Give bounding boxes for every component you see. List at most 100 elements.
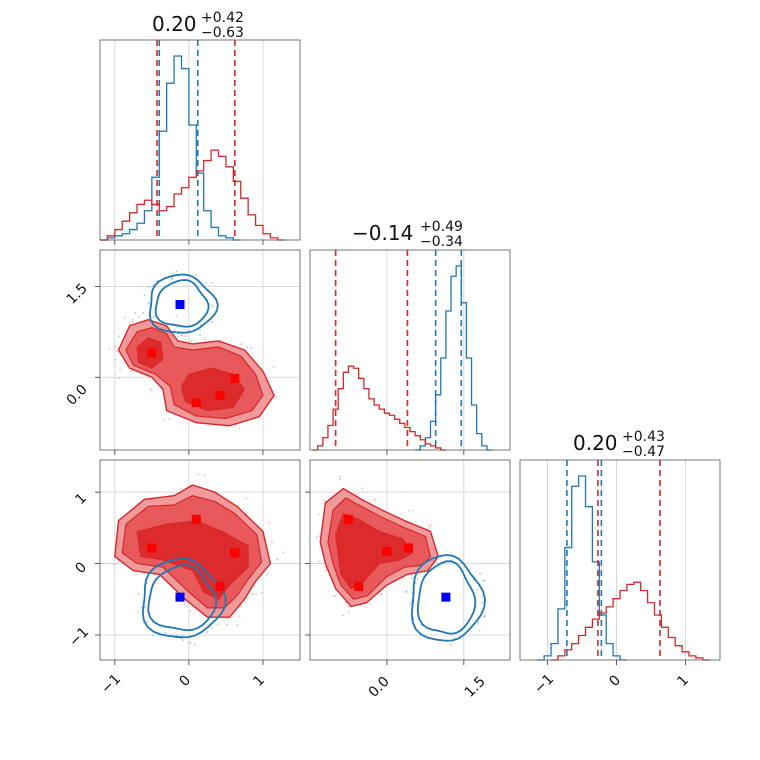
panel-frame	[309, 459, 511, 661]
panel-frame	[99, 459, 301, 661]
blue-sample-point	[141, 312, 144, 314]
tick-label-row1-y-0: 0.0	[64, 382, 91, 409]
red-sample-point	[364, 606, 367, 608]
panel-frame	[309, 249, 511, 451]
tick-label-col2-x-1: 0	[606, 672, 624, 690]
histogram-panel-3	[519, 459, 721, 665]
blue-marker	[175, 300, 185, 310]
blue-sample-point	[450, 644, 452, 647]
tick-label-col0-x-1: 0	[176, 672, 194, 690]
tick-label-col1-x-1: 1.5	[462, 674, 489, 701]
red-sample-point	[119, 368, 121, 371]
blue-sample-point	[435, 560, 438, 563]
red-sample-point	[183, 603, 185, 606]
red-sample-point	[167, 417, 170, 420]
blue-sample-point	[144, 605, 147, 608]
red-sample-point	[251, 593, 254, 595]
blue-sample-point	[195, 274, 197, 276]
red-sample-point	[203, 338, 206, 341]
histogram-panel-1	[99, 39, 301, 245]
svg-text:+0.42: +0.42	[201, 10, 244, 26]
blue-sample-point	[137, 592, 140, 595]
contour-panel-row2-col1	[95, 249, 301, 455]
red-sample-point	[146, 582, 149, 584]
blue-sample-point	[173, 633, 175, 636]
red-sample-point	[407, 510, 410, 512]
tick-label-col2-x-2: 1	[674, 672, 692, 690]
red-marker-2	[382, 546, 392, 556]
blue-sample-point	[484, 614, 487, 617]
red-sample-point	[240, 605, 243, 607]
red-sample-point	[317, 513, 320, 516]
red-sample-point	[131, 318, 134, 321]
red-sample-point	[189, 610, 192, 612]
red-sample-point	[118, 335, 121, 338]
red-marker-0	[147, 543, 157, 553]
red-sample-point	[197, 473, 200, 476]
blue-contour-ring-1	[410, 554, 486, 642]
title-3: 0.20 +0.43 −0.47	[573, 429, 665, 460]
blue-sample-point	[211, 282, 213, 284]
red-histogram-step	[312, 365, 446, 451]
blue-sample-point	[155, 280, 158, 283]
blue-sample-point	[153, 315, 155, 318]
blue-sample-point	[206, 631, 208, 633]
red-marker-0	[147, 348, 157, 358]
panel-background	[310, 250, 510, 450]
blue-sample-point	[176, 336, 179, 338]
red-sample-point	[347, 611, 350, 614]
blue-sample-point	[409, 603, 412, 606]
red-sample-point	[271, 541, 273, 543]
red-sample-point	[374, 498, 376, 501]
red-sample-point	[154, 581, 157, 584]
red-sample-point	[347, 605, 350, 608]
red-sample-point	[115, 350, 118, 352]
red-sample-point	[267, 572, 270, 575]
red-sample-point	[134, 312, 137, 314]
blue-sample-point	[410, 601, 412, 604]
svg-text:−0.47: −0.47	[622, 444, 665, 460]
svg-text:−0.14: −0.14	[352, 221, 413, 245]
blue-histogram-step	[537, 475, 627, 661]
blue-sample-point	[171, 277, 174, 280]
blue-sample-point	[416, 577, 419, 580]
blue-sample-point	[143, 294, 146, 296]
red-marker-2	[230, 548, 240, 558]
tick-label-row2-y-1: 0	[72, 559, 90, 577]
red-sample-point	[250, 347, 253, 349]
red-sample-point	[318, 560, 320, 563]
blue-histogram-step	[100, 55, 241, 241]
red-sample-point	[361, 487, 364, 490]
svg-text:0.20: 0.20	[573, 431, 618, 455]
red-marker-1	[191, 398, 201, 408]
blue-sample-point	[189, 642, 192, 644]
red-sample-point	[238, 427, 241, 430]
red-histogram-step	[100, 149, 286, 241]
red-sample-point	[246, 597, 249, 599]
red-sample-point	[186, 605, 189, 608]
svg-text:+0.43: +0.43	[622, 429, 665, 445]
blue-sample-point	[185, 335, 187, 338]
blue-sample-point	[152, 284, 154, 286]
blue-sample-point	[481, 602, 484, 604]
blue-sample-point	[199, 323, 202, 326]
panel-background	[100, 40, 300, 240]
red-sample-point	[428, 526, 431, 529]
blue-sample-point	[151, 634, 154, 637]
red-marker-3	[230, 373, 240, 383]
red-sample-point	[265, 574, 268, 577]
blue-sample-point	[180, 334, 183, 337]
blue-sample-point	[146, 621, 149, 623]
red-sample-point	[175, 314, 178, 317]
red-sample-point	[323, 565, 326, 568]
red-sample-point	[355, 493, 358, 496]
red-sample-point	[216, 623, 219, 626]
red-marker-1	[191, 514, 201, 524]
red-histogram-step	[551, 581, 710, 661]
red-sample-point	[245, 497, 248, 500]
red-sample-point	[131, 321, 134, 324]
red-sample-point	[130, 370, 133, 373]
blue-sample-point	[193, 643, 196, 646]
histogram-panel-2	[309, 249, 511, 455]
